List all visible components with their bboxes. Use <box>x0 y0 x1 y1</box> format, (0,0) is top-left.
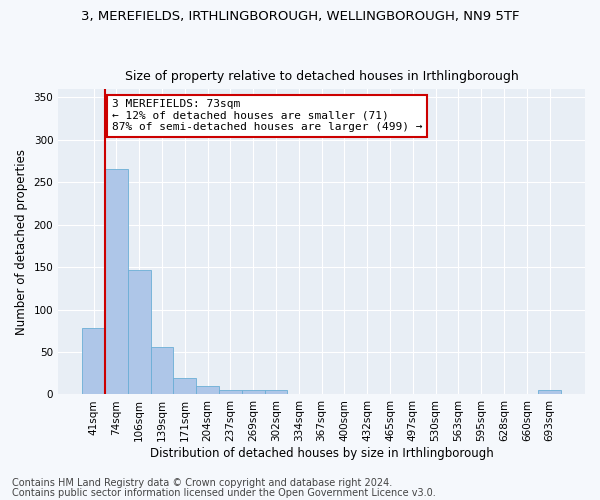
Bar <box>242 390 265 394</box>
Text: 3 MEREFIELDS: 73sqm
← 12% of detached houses are smaller (71)
87% of semi-detach: 3 MEREFIELDS: 73sqm ← 12% of detached ho… <box>112 99 422 132</box>
Bar <box>82 328 105 394</box>
Bar <box>219 390 242 394</box>
Bar <box>173 378 196 394</box>
Bar <box>128 270 151 394</box>
Y-axis label: Number of detached properties: Number of detached properties <box>15 148 28 334</box>
Text: Contains HM Land Registry data © Crown copyright and database right 2024.: Contains HM Land Registry data © Crown c… <box>12 478 392 488</box>
Text: 3, MEREFIELDS, IRTHLINGBOROUGH, WELLINGBOROUGH, NN9 5TF: 3, MEREFIELDS, IRTHLINGBOROUGH, WELLINGB… <box>81 10 519 23</box>
Text: Contains public sector information licensed under the Open Government Licence v3: Contains public sector information licen… <box>12 488 436 498</box>
Bar <box>151 347 173 395</box>
Bar <box>538 390 561 394</box>
Title: Size of property relative to detached houses in Irthlingborough: Size of property relative to detached ho… <box>125 70 518 84</box>
X-axis label: Distribution of detached houses by size in Irthlingborough: Distribution of detached houses by size … <box>150 447 493 460</box>
Bar <box>105 170 128 394</box>
Bar <box>196 386 219 394</box>
Bar <box>265 390 287 394</box>
